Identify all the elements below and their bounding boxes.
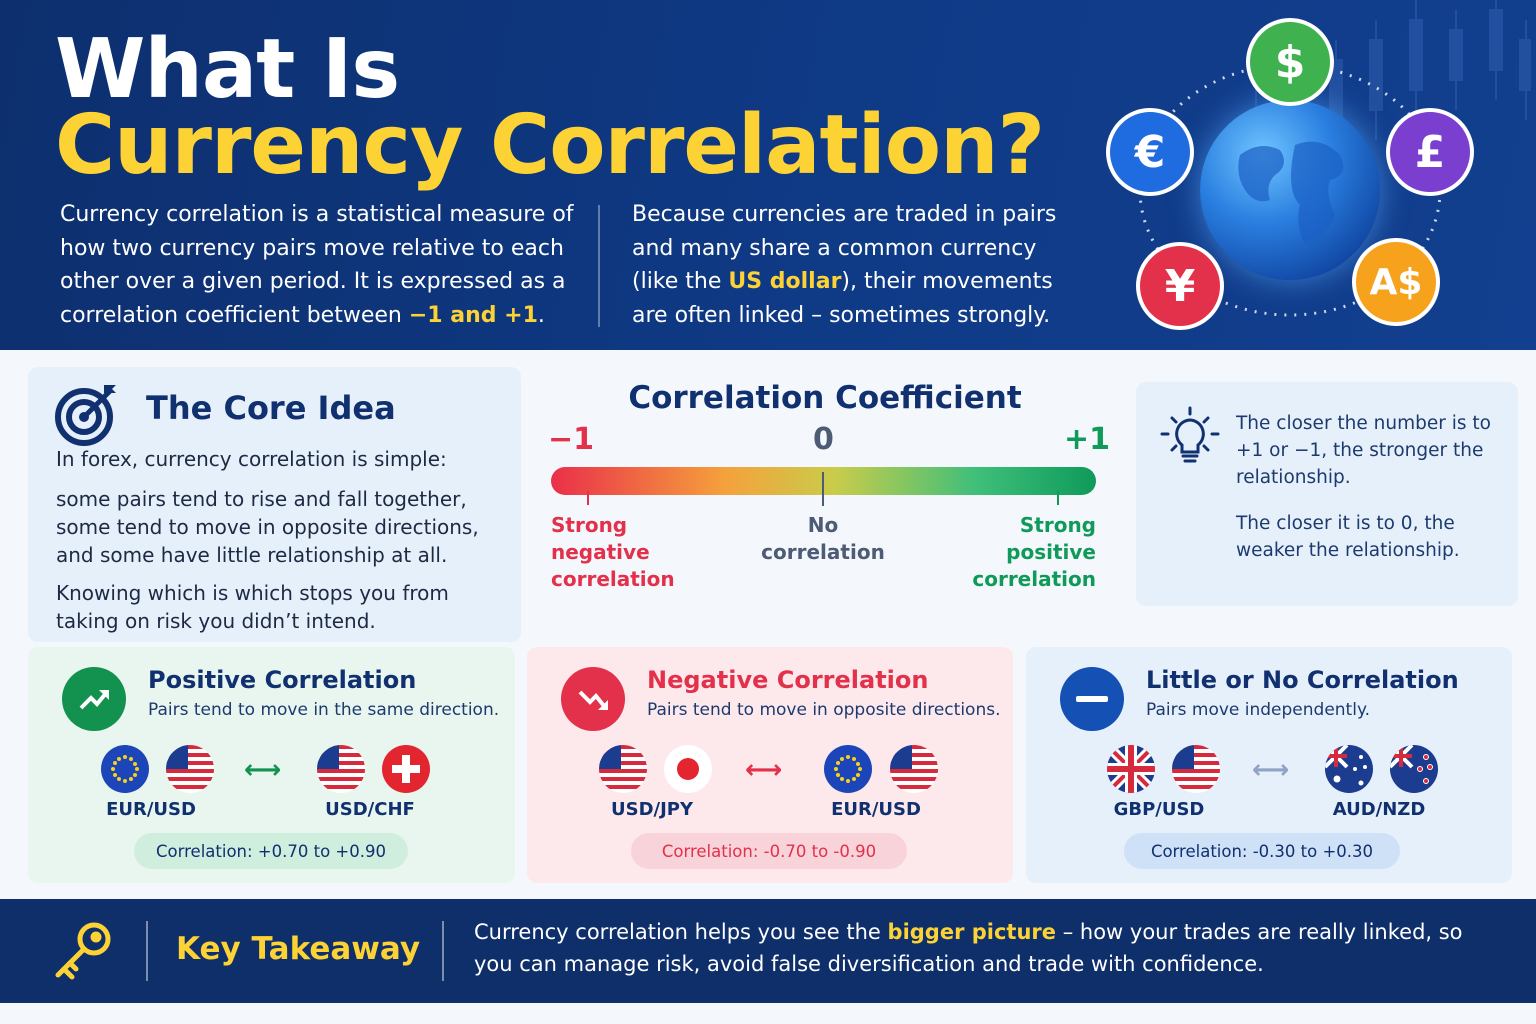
us-flag-icon bbox=[166, 745, 214, 793]
swiss-flag-icon bbox=[382, 745, 430, 793]
takeaway-highlight: bigger picture bbox=[887, 920, 1057, 944]
aud-coin-icon: A$ bbox=[1352, 238, 1440, 326]
intro-right-end: ), their movements are often linked – so… bbox=[632, 269, 1053, 328]
scale-mid: 0 bbox=[813, 422, 834, 457]
positive-title: Positive Correlation bbox=[148, 666, 417, 694]
takeaway-text-end: – how your trades are really linked, so … bbox=[474, 920, 1463, 976]
us-flag-icon bbox=[890, 745, 938, 793]
intro-left-end: . bbox=[537, 302, 545, 328]
negative-subtitle: Pairs tend to move in opposite direction… bbox=[647, 700, 1001, 720]
positive-range-badge: Correlation: +0.70 to +0.90 bbox=[134, 833, 408, 869]
key-takeaway-title: Key Takeaway bbox=[176, 931, 421, 967]
header-banner: What Is Currency Correlation? Currency c… bbox=[0, 0, 1536, 350]
negative-range-badge: Correlation: -0.70 to -0.90 bbox=[631, 833, 907, 869]
pair-gbp-usd: GBP/USD bbox=[1113, 799, 1205, 820]
intro-definition: Currency correlation is a statistical me… bbox=[60, 198, 580, 332]
us-flag-icon bbox=[1172, 745, 1220, 793]
scale-max: +1 bbox=[1064, 422, 1111, 457]
pound-coin-icon: £ bbox=[1386, 108, 1474, 196]
header-divider bbox=[598, 205, 600, 327]
intro-left-highlight: −1 and +1 bbox=[408, 302, 538, 328]
no-correlation-arrow-icon: ⟷ bbox=[1252, 755, 1290, 785]
us-flag-icon bbox=[317, 745, 365, 793]
positive-subtitle: Pairs tend to move in the same direction… bbox=[148, 700, 500, 720]
takeaway-text-start: Currency correlation helps you see the bbox=[474, 920, 881, 944]
yen-coin-icon: ¥ bbox=[1136, 242, 1224, 330]
no-correlation-card: Little or No Correlation Pairs move inde… bbox=[1026, 647, 1512, 883]
intro-right-highlight: US dollar bbox=[728, 269, 842, 294]
globe-icon bbox=[1200, 100, 1380, 280]
minus-icon bbox=[1060, 667, 1124, 731]
eu-flag-icon bbox=[101, 745, 149, 793]
intro-left-text: Currency correlation is a statistical me… bbox=[60, 202, 574, 328]
new-zealand-flag-icon bbox=[1390, 745, 1438, 793]
core-idea-intro: In forex, currency correlation is simple… bbox=[56, 447, 447, 471]
core-idea-card: The Core Idea In forex, currency correla… bbox=[28, 367, 521, 642]
footer-divider-right bbox=[442, 921, 444, 981]
no-correlation-subtitle: Pairs move independently. bbox=[1146, 700, 1370, 720]
key-takeaway-banner: Key Takeaway Currency correlation helps … bbox=[0, 899, 1536, 1003]
tick-max bbox=[1057, 491, 1059, 505]
positive-correlation-card: Positive Correlation Pairs tend to move … bbox=[28, 647, 515, 883]
uk-flag-icon bbox=[1107, 745, 1155, 793]
scale-min: −1 bbox=[548, 422, 595, 457]
us-flag-icon bbox=[599, 745, 647, 793]
core-idea-note: Knowing which is which stops you from ta… bbox=[56, 581, 449, 633]
no-correlation-range-badge: Correlation: -0.30 to +0.30 bbox=[1124, 833, 1400, 869]
trend-up-icon bbox=[62, 667, 126, 731]
pair-usd-jpy: USD/JPY bbox=[610, 799, 694, 820]
coefficient-title: Correlation Coefficient bbox=[628, 380, 1022, 416]
negative-correlation-card: Negative Correlation Pairs tend to move … bbox=[527, 647, 1013, 883]
trend-down-icon bbox=[561, 667, 625, 731]
core-idea-body: some pairs tend to rise and fall togethe… bbox=[56, 487, 479, 567]
label-strong-negative: Strong negative correlation bbox=[551, 513, 675, 591]
title-line-1: What Is bbox=[55, 22, 400, 117]
currency-globe-graphic: $ € £ ¥ A$ bbox=[1100, 10, 1480, 340]
key-icon bbox=[55, 922, 111, 980]
japan-flag-icon bbox=[664, 745, 712, 793]
pair-usd-chf: USD/CHF bbox=[325, 799, 415, 820]
title-line-2: Currency Correlation? bbox=[55, 98, 1045, 193]
key-takeaway-text: Currency correlation helps you see the b… bbox=[474, 916, 1494, 980]
positive-arrow-icon: ⟷ bbox=[244, 755, 282, 785]
target-icon bbox=[55, 385, 116, 446]
euro-coin-icon: € bbox=[1106, 108, 1194, 196]
eu-flag-icon bbox=[824, 745, 872, 793]
footer-divider-left bbox=[146, 921, 148, 981]
tip-card: The closer the number is to +1 or −1, th… bbox=[1136, 382, 1518, 606]
lightbulb-icon bbox=[1160, 406, 1220, 463]
pair-eur-usd: EUR/USD bbox=[831, 799, 921, 820]
australia-flag-icon bbox=[1325, 745, 1373, 793]
intro-right-text: Because currencies are traded in pairs a… bbox=[632, 202, 1057, 294]
label-strong-positive: Strong positive correlation bbox=[972, 513, 1096, 591]
pair-eur-usd: EUR/USD bbox=[106, 799, 196, 820]
negative-title: Negative Correlation bbox=[647, 666, 929, 694]
no-correlation-title: Little or No Correlation bbox=[1146, 666, 1459, 694]
label-no-correlation: No correlation bbox=[761, 513, 885, 564]
tick-min bbox=[587, 491, 589, 505]
negative-arrow-icon: ⟷ bbox=[745, 755, 783, 785]
pair-aud-nzd: AUD/NZD bbox=[1332, 799, 1426, 820]
tip-stronger: The closer the number is to +1 or −1, th… bbox=[1236, 413, 1491, 488]
tick-mid bbox=[822, 472, 824, 506]
tip-weaker: The closer it is to 0, the weaker the re… bbox=[1236, 513, 1460, 561]
dollar-coin-icon: $ bbox=[1246, 18, 1334, 106]
intro-explanation: Because currencies are traded in pairs a… bbox=[632, 198, 1072, 332]
core-idea-title: The Core Idea bbox=[146, 389, 396, 427]
